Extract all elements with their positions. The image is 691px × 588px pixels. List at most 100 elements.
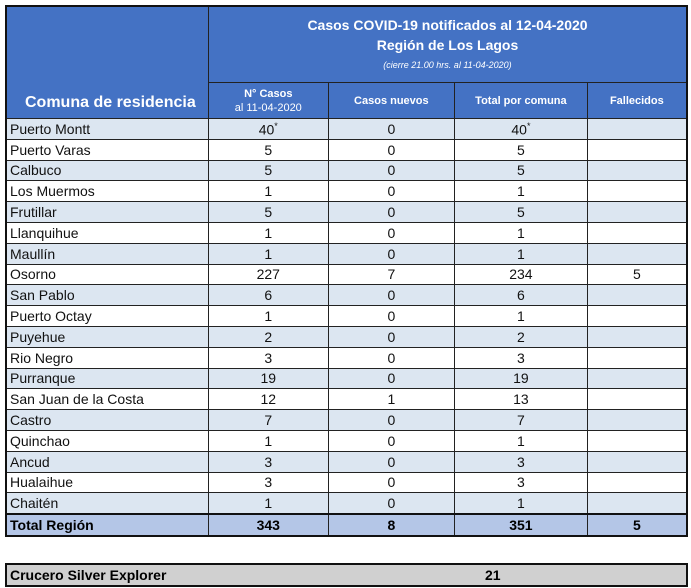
cell-nuevos: 0 — [327, 429, 456, 452]
cell-nuevos: 0 — [327, 471, 456, 494]
cell-casos: 1 — [207, 242, 329, 265]
cell-nuevos: 0 — [327, 346, 456, 369]
cell-total: 1 — [454, 492, 588, 515]
footnote-mark: * — [274, 120, 278, 131]
cell-comuna: Puerto Varas — [5, 138, 209, 161]
cell-casos: 1 — [207, 221, 329, 244]
cell-fallecidos — [586, 492, 688, 515]
cell-comuna: Chaitén — [5, 492, 209, 515]
cell-casos: 2 — [207, 325, 329, 348]
total-total: 351 — [454, 513, 588, 537]
cell-comuna: Quinchao — [5, 429, 209, 452]
col-nuevos-header: Casos nuevos — [327, 82, 456, 119]
table-title: Casos COVID-19 notificados al 12-04-2020… — [207, 5, 688, 83]
cell-nuevos: 0 — [327, 201, 456, 223]
cell-comuna: Purranque — [5, 367, 209, 390]
cell-casos: 227 — [207, 263, 329, 286]
cell-total: 19 — [454, 367, 588, 390]
cell-comuna: Los Muermos — [5, 180, 209, 203]
cell-total: 234 — [454, 263, 588, 286]
cell-total: 5 — [454, 138, 588, 161]
cell-casos: 3 — [207, 346, 329, 369]
cell-nuevos: 0 — [327, 159, 456, 182]
cell-nuevos: 0 — [327, 118, 456, 140]
table-row: Maullín 1 0 1 — [5, 242, 688, 265]
cell-fallecidos — [586, 367, 688, 390]
cell-fallecidos — [586, 118, 688, 140]
cell-casos: 1 — [207, 180, 329, 203]
table-row: Ancud 3 0 3 — [5, 450, 688, 473]
cell-fallecidos — [586, 471, 688, 494]
total-label: Total Región — [5, 513, 209, 537]
total-fallecidos: 5 — [586, 513, 688, 537]
cell-comuna: Frutillar — [5, 201, 209, 223]
cell-casos: 1 — [207, 429, 329, 452]
cell-nuevos: 0 — [327, 242, 456, 265]
cell-comuna: Puyehue — [5, 325, 209, 348]
cell-casos: 40* — [207, 118, 329, 140]
total-nuevos: 8 — [327, 513, 456, 537]
cell-fallecidos — [586, 450, 688, 473]
cell-fallecidos — [586, 159, 688, 182]
cell-fallecidos — [586, 138, 688, 161]
cell-fallecidos — [586, 409, 688, 431]
total-casos: 343 — [207, 513, 329, 537]
cell-total: 1 — [454, 221, 588, 244]
cell-casos: 5 — [207, 138, 329, 161]
cell-casos: 19 — [207, 367, 329, 390]
cell-casos: 12 — [207, 388, 329, 411]
cell-comuna: Osorno — [5, 263, 209, 286]
cruise-row: Crucero Silver Explorer 21 — [5, 563, 688, 587]
cell-comuna: Rio Negro — [5, 346, 209, 369]
cell-nuevos: 0 — [327, 180, 456, 203]
cell-comuna: San Pablo — [5, 284, 209, 307]
cell-fallecidos — [586, 221, 688, 244]
region: Región de Los Lagos — [376, 36, 519, 53]
table-row: Frutillar 5 0 5 — [5, 201, 688, 223]
table-row: Purranque 19 0 19 — [5, 367, 688, 390]
cell-comuna: Puerto Octay — [5, 305, 209, 327]
table-row: Puyehue 2 0 2 — [5, 325, 688, 348]
col-fallecidos-header: Fallecidos — [586, 82, 688, 119]
table-row: Puerto Montt 40* 0 40* — [5, 118, 688, 140]
cruise-label: Crucero Silver Explorer — [10, 567, 167, 583]
cell-casos: 1 — [207, 305, 329, 327]
table-row: San Pablo 6 0 6 — [5, 284, 688, 307]
cell-fallecidos — [586, 325, 688, 348]
cell-total: 3 — [454, 471, 588, 494]
table-row: Rio Negro 3 0 3 — [5, 346, 688, 369]
cell-comuna: San Juan de la Costa — [5, 388, 209, 411]
title: Casos COVID-19 notificados al 12-04-2020 — [307, 16, 588, 33]
covid-cases-table: Comuna de residencia Casos COVID-19 noti… — [5, 5, 688, 538]
cell-total: 1 — [454, 305, 588, 327]
cell-comuna: Calbuco — [5, 159, 209, 182]
cell-nuevos: 0 — [327, 367, 456, 390]
table-row: Hualaihue 3 0 3 — [5, 471, 688, 494]
cell-total: 7 — [454, 409, 588, 431]
col-total-header: Total por comuna — [454, 82, 588, 119]
cell-casos: 3 — [207, 450, 329, 473]
cell-nuevos: 0 — [327, 305, 456, 327]
cell-total: 6 — [454, 284, 588, 307]
table-row: Llanquihue 1 0 1 — [5, 221, 688, 244]
cell-nuevos: 0 — [327, 138, 456, 161]
cell-total: 2 — [454, 325, 588, 348]
table-row: Puerto Varas 5 0 5 — [5, 138, 688, 161]
cell-total: 40* — [454, 118, 588, 140]
table-row: San Juan de la Costa 12 1 13 — [5, 388, 688, 411]
cell-comuna: Castro — [5, 409, 209, 431]
cell-nuevos: 0 — [327, 492, 456, 515]
table-row: Osorno 227 7 234 5 — [5, 263, 688, 286]
table-row: Castro 7 0 7 — [5, 409, 688, 431]
cell-fallecidos — [586, 201, 688, 223]
cell-total: 5 — [454, 201, 588, 223]
cell-comuna: Maullín — [5, 242, 209, 265]
cell-nuevos: 0 — [327, 325, 456, 348]
table-row: Los Muermos 1 0 1 — [5, 180, 688, 203]
cell-comuna: Hualaihue — [5, 471, 209, 494]
cell-casos: 5 — [207, 159, 329, 182]
cell-total: 1 — [454, 429, 588, 452]
cruise-value: 21 — [485, 567, 501, 583]
cell-fallecidos — [586, 180, 688, 203]
cell-fallecidos — [586, 284, 688, 307]
